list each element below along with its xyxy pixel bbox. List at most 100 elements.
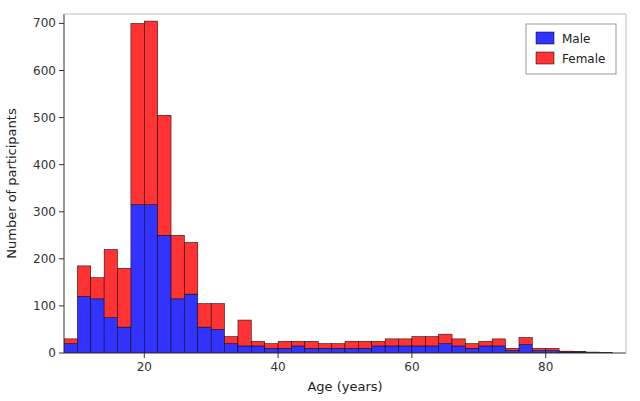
bar: [291, 341, 304, 346]
bar: [479, 346, 492, 353]
frame-top: [64, 14, 626, 15]
bar: [251, 346, 264, 353]
bar: [198, 327, 211, 353]
legend-box: [526, 24, 616, 74]
bar: [211, 304, 224, 330]
bar: [131, 205, 144, 353]
bar: [412, 337, 425, 346]
bar: [399, 339, 412, 346]
bar: [358, 348, 371, 353]
bar: [332, 344, 345, 349]
bar: [238, 346, 251, 353]
bar: [332, 348, 345, 353]
y-tick: [59, 211, 64, 212]
legend-label: Male: [562, 32, 590, 46]
bar: [158, 115, 171, 235]
bar: [305, 341, 318, 348]
bar: [492, 339, 505, 346]
bar: [225, 337, 238, 344]
bar: [184, 242, 197, 294]
bar: [519, 345, 532, 353]
bar: [118, 268, 131, 327]
bar: [358, 341, 371, 348]
bar: [546, 348, 559, 350]
bar: [131, 23, 144, 204]
x-tick: [411, 353, 412, 358]
bar: [91, 278, 104, 299]
y-tick-label: 600: [33, 64, 56, 78]
bar: [385, 346, 398, 353]
bar: [318, 348, 331, 353]
bar: [144, 205, 157, 353]
y-tick-label: 200: [33, 252, 56, 266]
bar: [171, 299, 184, 353]
bar: [318, 344, 331, 349]
axes: 204060800100200300400500600700: [33, 14, 626, 374]
x-tick: [144, 353, 145, 358]
bar: [452, 346, 465, 353]
bar: [345, 348, 358, 353]
bar: [372, 346, 385, 353]
bar: [198, 304, 211, 328]
bar: [104, 318, 117, 353]
x-axis-line: [64, 353, 626, 354]
bar: [91, 299, 104, 353]
bar: [385, 339, 398, 346]
bar: [425, 346, 438, 353]
bar: [64, 339, 77, 344]
legend-label: Female: [562, 52, 605, 66]
bar: [345, 341, 358, 348]
bar: [171, 235, 184, 299]
bar: [265, 344, 278, 349]
y-tick: [59, 23, 64, 24]
y-axis-label: Number of participants: [4, 108, 19, 259]
bar: [238, 320, 251, 346]
x-tick: [278, 353, 279, 358]
bar: [64, 344, 77, 353]
bar: [372, 341, 385, 346]
bar: [184, 294, 197, 353]
bar: [278, 341, 291, 348]
y-tick: [59, 117, 64, 118]
bar: [265, 348, 278, 353]
bar: [118, 327, 131, 353]
bar: [305, 348, 318, 353]
chart: 204060800100200300400500600700Age (years…: [0, 0, 640, 401]
bar: [251, 341, 264, 346]
bar: [225, 344, 238, 353]
x-tick: [545, 353, 546, 358]
bar: [77, 266, 90, 297]
bar: [144, 21, 157, 205]
bar: [412, 346, 425, 353]
bar: [465, 348, 478, 353]
y-tick-label: 500: [33, 111, 56, 125]
bar: [506, 348, 519, 350]
bar: [439, 344, 452, 353]
y-tick-label: 400: [33, 158, 56, 172]
bar: [399, 346, 412, 353]
bar: [532, 348, 545, 350]
bar: [465, 344, 478, 349]
bar: [77, 297, 90, 354]
y-tick-label: 300: [33, 205, 56, 219]
y-tick: [59, 305, 64, 306]
x-tick-label: 20: [137, 360, 152, 374]
bar: [572, 351, 585, 352]
bar: [559, 351, 572, 353]
bar: [291, 346, 304, 353]
bar: [278, 348, 291, 353]
legend-swatch: [536, 52, 554, 64]
y-tick: [59, 353, 64, 354]
bar: [439, 334, 452, 343]
legend: Male Female: [526, 24, 616, 74]
bar: [452, 339, 465, 346]
bar: [211, 329, 224, 353]
bar: [158, 235, 171, 353]
x-axis-label: Age (years): [307, 379, 382, 394]
bar: [479, 341, 492, 346]
y-tick: [59, 164, 64, 165]
frame-right: [626, 14, 627, 353]
y-tick: [59, 70, 64, 71]
y-tick-label: 100: [33, 299, 56, 313]
bar: [425, 337, 438, 346]
